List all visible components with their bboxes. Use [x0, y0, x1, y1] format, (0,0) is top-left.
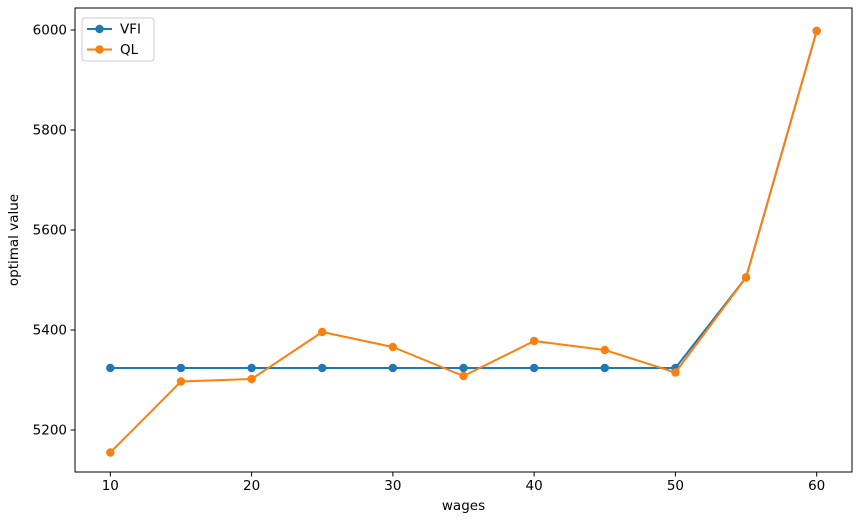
vfi-data-point-marker [106, 363, 115, 373]
legend-label-ql: QL [120, 42, 139, 58]
ql-data-point-marker [388, 342, 398, 352]
x-tick-label: 60 [808, 478, 825, 494]
ql-data-point-marker [459, 371, 468, 381]
x-axis-label: wages [441, 498, 486, 514]
legend-label-vfi: VFI [120, 22, 141, 38]
vfi-data-point-marker [529, 363, 539, 373]
vfi-data-point-marker [176, 363, 186, 373]
y-tick-label: 5200 [33, 423, 67, 439]
legend-ql-marker [95, 45, 104, 54]
axes-frame [74, 7, 853, 473]
ql-data-point-marker [247, 374, 256, 384]
y-tick-label: 5800 [33, 123, 67, 139]
legend-box [81, 17, 155, 62]
y-axis-label: optimal value [6, 193, 22, 287]
ql-data-point-marker [318, 327, 327, 337]
ql-data-point-marker [671, 368, 680, 377]
ql-data-point-marker [529, 336, 539, 346]
ql-data-point-marker [812, 26, 821, 36]
vfi-data-point-marker [318, 363, 327, 373]
x-tick-label: 50 [667, 478, 684, 494]
vfi-data-point-marker [600, 363, 609, 373]
legend-vfi-marker [95, 24, 104, 34]
x-tick-label: 10 [102, 478, 119, 494]
ql-series-line [109, 30, 818, 454]
y-tick-label: 6000 [33, 23, 67, 39]
ql-data-point-marker [176, 377, 186, 386]
ql-data-point-marker [741, 273, 751, 282]
vfi-data-point-marker [247, 363, 256, 373]
y-tick-label: 5600 [33, 223, 67, 239]
vfi-data-point-marker [459, 363, 468, 373]
x-tick-label: 40 [526, 478, 543, 494]
ql-data-point-marker [106, 448, 115, 457]
x-tick-label: 20 [243, 478, 260, 494]
vfi-series-line [109, 30, 818, 369]
vfi-data-point-marker [388, 363, 398, 373]
x-tick-label: 30 [384, 478, 401, 494]
y-tick-label: 5400 [33, 323, 67, 339]
ql-data-point-marker [600, 345, 609, 355]
